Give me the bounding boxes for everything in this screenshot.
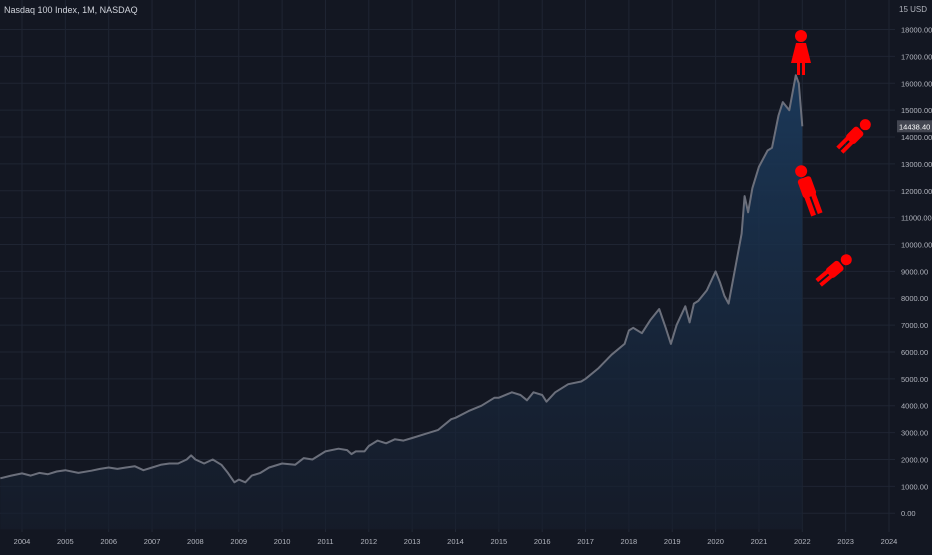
x-tick-label: 2010: [274, 537, 291, 546]
x-tick-label: 2011: [317, 537, 333, 546]
y-tick-label: 9000.00: [901, 267, 928, 276]
series-line: [0, 74, 804, 484]
y-tick-label: 12000.00: [901, 187, 932, 196]
x-tick-label: 2006: [100, 537, 117, 546]
y-tick-label: 14000.00: [901, 133, 932, 142]
y-tick-label: 5000.00: [901, 375, 928, 384]
price-series: [0, 74, 804, 530]
person-falling-icon: [815, 254, 852, 287]
x-tick-label: 2013: [404, 537, 421, 546]
last-price-tag: 14438.40: [897, 120, 932, 133]
price-tag-label: 14438.40: [899, 122, 930, 131]
currency-label[interactable]: 15 USD: [899, 5, 927, 14]
chart-title[interactable]: Nasdaq 100 Index, 1M, NASDAQ: [4, 5, 138, 15]
y-tick-label: 7000.00: [901, 321, 928, 330]
symbol-name[interactable]: Nasdaq 100 Index: [4, 5, 78, 15]
series-area-fill: [0, 75, 803, 530]
annotations: [791, 30, 871, 287]
woman-standing-icon: [791, 30, 811, 75]
x-tick-label: 2018: [621, 537, 638, 546]
person-falling-icon: [836, 119, 871, 154]
x-axis[interactable]: 2004 2005 2006 2007 2008 2009 2010 2011 2012 2013…: [14, 537, 898, 546]
x-tick-label: 2007: [144, 537, 161, 546]
exchange: NASDAQ: [99, 5, 138, 15]
x-tick-label: 2008: [187, 537, 204, 546]
x-tick-label: 2012: [360, 537, 377, 546]
y-tick-label: 10000.00: [901, 241, 932, 250]
y-tick-label: 4000.00: [901, 402, 928, 411]
x-tick-label: 2009: [230, 537, 247, 546]
y-tick-label: 0.00: [901, 509, 916, 518]
x-tick-label: 2005: [57, 537, 74, 546]
x-tick-label: 2017: [577, 537, 594, 546]
y-tick-label: 3000.00: [901, 429, 928, 438]
x-tick-label: 2023: [837, 537, 854, 546]
x-tick-label: 2014: [447, 537, 464, 546]
price-tag-box: [897, 120, 932, 133]
x-tick-label: 2015: [491, 537, 508, 546]
x-tick-label: 2021: [751, 537, 768, 546]
y-tick-label: 16000.00: [901, 79, 932, 88]
currency-code[interactable]: USD: [910, 5, 928, 14]
y-tick-label: 17000.00: [901, 52, 932, 61]
y-tick-label: 11000.00: [901, 214, 932, 223]
interval[interactable]: 1M: [82, 5, 95, 15]
x-tick-label: 2022: [794, 537, 811, 546]
y-tick-label: 2000.00: [901, 455, 928, 464]
y-tick-label: 8000.00: [901, 294, 928, 303]
y-tick-label: 1000.00: [901, 482, 928, 491]
x-tick-label: 2024: [881, 537, 898, 546]
man-standing-icon: [795, 165, 823, 217]
x-tick-label: 2019: [664, 537, 681, 546]
top-tick-partial: 15: [899, 5, 908, 14]
y-tick-label: 13000.00: [901, 160, 932, 169]
y-tick-label: 6000.00: [901, 348, 928, 357]
x-tick-label: 2016: [534, 537, 551, 546]
y-tick-label: 18000.00: [901, 26, 932, 35]
x-tick-label: 2004: [14, 537, 31, 546]
y-axis[interactable]: 0.00 1000.00 2000.00 3000.00 4000.00 5000.00 6…: [901, 26, 932, 519]
y-tick-label: 15000.00: [901, 106, 932, 115]
x-tick-label: 2020: [707, 537, 724, 546]
